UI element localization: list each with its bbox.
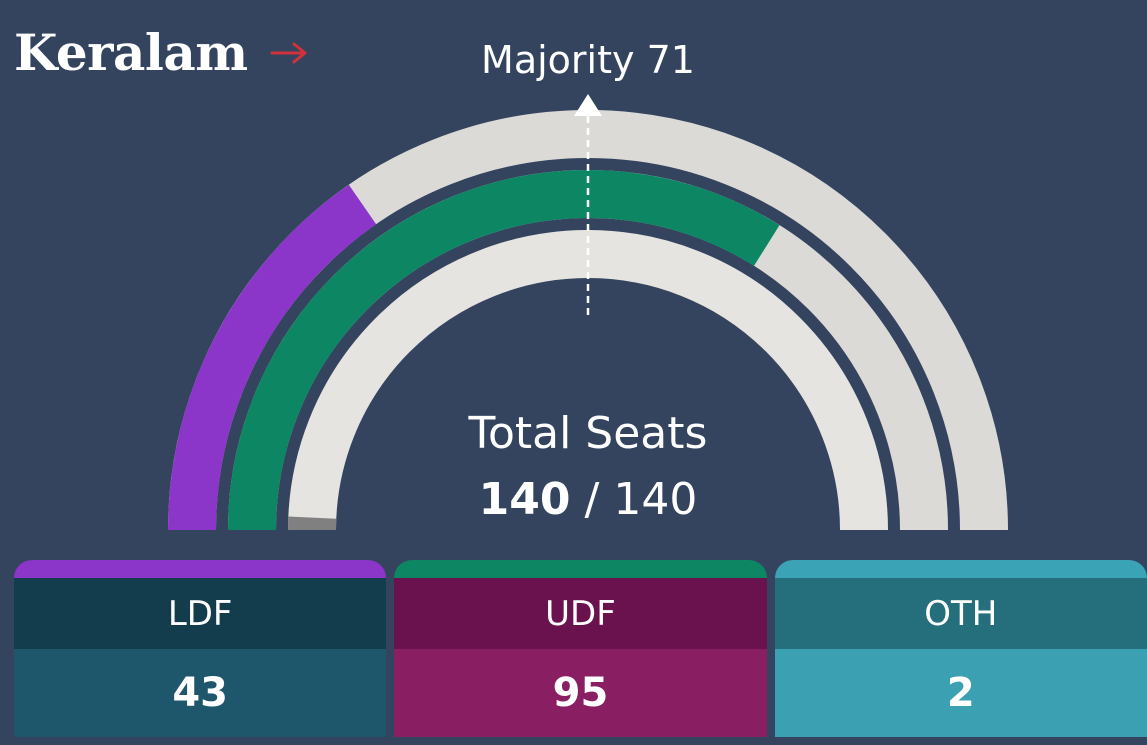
state-title: Keralam (14, 23, 248, 82)
state-header[interactable]: Keralam (14, 28, 310, 78)
total-seats-label: Total Seats (468, 408, 708, 459)
ldf-card-name: LDF (14, 578, 387, 649)
majority-label: Majority 71 (481, 38, 695, 82)
udf-card-name: UDF (394, 578, 767, 649)
party-cards: LDF 43 UDF 95 OTH 2 (14, 560, 1147, 737)
udf-card-seats: 95 (394, 649, 767, 737)
ldf-seats-arc (168, 184, 377, 531)
oth-card-accent (774, 560, 1147, 578)
ldf-card-seats: 43 (14, 649, 387, 737)
udf-card-accent (394, 560, 767, 578)
ldf-card-accent (14, 560, 387, 578)
oth-card-name: OTH (774, 578, 1147, 649)
party-card-ldf[interactable]: LDF 43 (14, 560, 387, 737)
seats-declared: 140 (478, 474, 571, 525)
seats-total: 140 (613, 474, 698, 525)
udf-seats-arc (228, 170, 780, 531)
oth-card-seats: 2 (774, 649, 1147, 737)
majority-arrow-icon (574, 94, 602, 116)
seats-separator: / (584, 474, 600, 525)
arrow-right-icon (270, 42, 307, 64)
total-seats-count: 140 / 140 (479, 474, 698, 525)
seat-gauge (168, 94, 1008, 531)
party-card-oth[interactable]: OTH 2 (774, 560, 1147, 737)
party-card-udf[interactable]: UDF 95 (394, 560, 767, 737)
